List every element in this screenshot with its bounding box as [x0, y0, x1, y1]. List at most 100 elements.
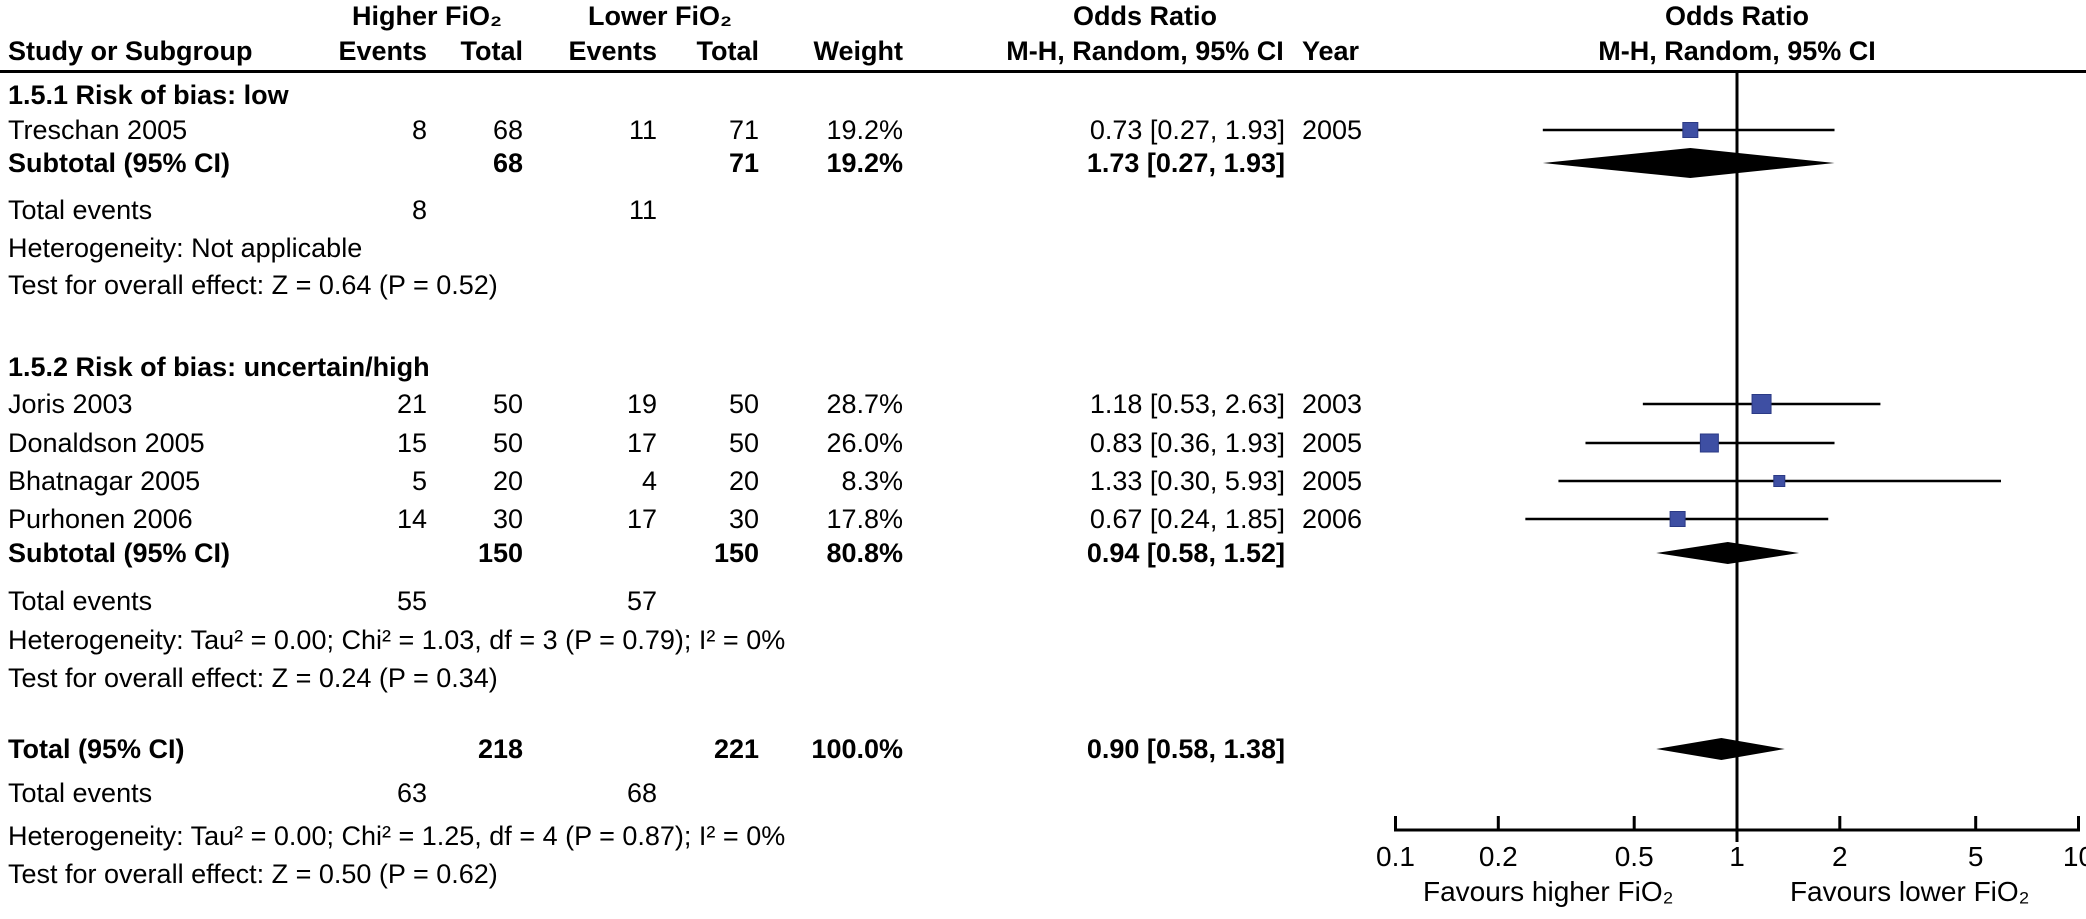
year-value: 2005: [1302, 466, 1363, 496]
total-events-row: Total events 63 68: [0, 774, 2086, 812]
events1-value: 8: [411, 115, 427, 145]
overall-effect-text: Test for overall effect: Z = 0.24 (P = 0…: [8, 663, 498, 693]
events2-value: 19: [626, 389, 657, 419]
events2-column-header: Events: [568, 36, 657, 66]
events1-value: 55: [396, 586, 427, 616]
year-value: 2005: [1302, 115, 1363, 145]
heterogeneity-text: Heterogeneity: Tau² = 0.00; Chi² = 1.03,…: [8, 625, 786, 655]
events1-value: 5: [411, 466, 427, 496]
total2-value: 50: [728, 428, 759, 458]
events2-value: 17: [626, 504, 657, 534]
total1-value: 50: [492, 428, 523, 458]
total-events-row: Total events 55 57: [0, 582, 2086, 620]
events1-value: 14: [396, 504, 427, 534]
subtotal-row: Subtotal (95% CI) 150 150 80.8% 0.94 [0.…: [0, 534, 2086, 572]
ci-value: 0.94 [0.58, 1.52]: [1086, 538, 1285, 568]
study-row-bhatnagar: Bhatnagar 2005 5 20 4 20 8.3% 1.33 [0.30…: [0, 462, 2086, 500]
weight-value: 19.2%: [826, 115, 903, 145]
total2-value: 221: [713, 734, 759, 764]
weight-value: 8.3%: [841, 466, 903, 496]
study-label: Purhonen 2006: [8, 504, 193, 534]
events1-column-header: Events: [338, 36, 427, 66]
total1-value: 20: [492, 466, 523, 496]
total1-value: 68: [492, 148, 523, 178]
total1-value: 150: [477, 538, 523, 568]
subtotal-row: Subtotal (95% CI) 68 71 19.2% 1.73 [0.27…: [0, 144, 2086, 182]
overall-effect-row: Test for overall effect: Z = 0.50 (P = 0…: [0, 855, 2086, 893]
year-value: 2006: [1302, 504, 1363, 534]
study-label: Joris 2003: [8, 389, 133, 419]
study-row-joris: Joris 2003 21 50 19 50 28.7% 1.18 [0.53,…: [0, 385, 2086, 423]
events2-value: 57: [626, 586, 657, 616]
total1-value: 68: [492, 115, 523, 145]
section-header-row: 1.5.2 Risk of bias: uncertain/high: [0, 348, 2086, 386]
ci-value: 1.33 [0.30, 5.93]: [1089, 466, 1285, 496]
heterogeneity-row: Heterogeneity: Not applicable: [0, 229, 2086, 267]
total2-value: 71: [728, 148, 759, 178]
total1-value: 218: [477, 734, 523, 764]
header-columns-row: Study or Subgroup Events Total Events To…: [0, 32, 2086, 70]
weight-value: 80.8%: [826, 538, 903, 568]
weight-value: 19.2%: [826, 148, 903, 178]
study-label: Donaldson 2005: [8, 428, 205, 458]
study-row-donaldson: Donaldson 2005 15 50 17 50 26.0% 0.83 [0…: [0, 424, 2086, 462]
events2-value: 17: [626, 428, 657, 458]
subtotal-label: Subtotal (95% CI): [8, 538, 231, 568]
weight-column-header: Weight: [813, 36, 904, 66]
study-label: Treschan 2005: [8, 115, 188, 145]
total-events-label: Total events: [8, 778, 153, 808]
events1-value: 8: [411, 195, 427, 225]
events1-value: 63: [396, 778, 427, 808]
ci-value: 0.83 [0.36, 1.93]: [1089, 428, 1285, 458]
total2-value: 30: [728, 504, 759, 534]
total-events-label: Total events: [8, 195, 153, 225]
year-column-header: Year: [1302, 36, 1360, 66]
ci-value: 0.90 [0.58, 1.38]: [1086, 734, 1285, 764]
weight-value: 26.0%: [826, 428, 903, 458]
events1-value: 15: [396, 428, 427, 458]
total1-value: 50: [492, 389, 523, 419]
study-label: Bhatnagar 2005: [8, 466, 201, 496]
total1-column-header: Total: [460, 36, 524, 66]
ci-value: 1.18 [0.53, 2.63]: [1089, 389, 1285, 419]
overall-effect-text: Test for overall effect: Z = 0.64 (P = 0…: [8, 270, 498, 300]
section-title: 1.5.1 Risk of bias: low: [8, 80, 289, 110]
total1-value: 30: [492, 504, 523, 534]
events2-value: 4: [641, 466, 657, 496]
events2-value: 11: [628, 115, 657, 145]
grand-total-label: Total (95% CI): [8, 734, 185, 764]
section-title: 1.5.2 Risk of bias: uncertain/high: [8, 352, 430, 382]
header-groups-row: Higher FiO₂ Lower FiO₂ Odds Ratio Odds R…: [0, 0, 2086, 35]
header-divider-line: [0, 70, 2086, 73]
ci-value: 0.67 [0.24, 1.85]: [1089, 504, 1285, 534]
weight-value: 28.7%: [826, 389, 903, 419]
heterogeneity-text: Heterogeneity: Not applicable: [8, 233, 363, 263]
odds-ratio-right-header: Odds Ratio: [1664, 1, 1809, 31]
odds-ratio-left-header: Odds Ratio: [1072, 1, 1217, 31]
mh-ci-right-column-header: M-H, Random, 95% CI: [1598, 36, 1876, 66]
lower-fio2-group-header: Lower FiO₂: [587, 1, 732, 31]
overall-effect-row: Test for overall effect: Z = 0.24 (P = 0…: [0, 659, 2086, 697]
ci-value: 1.73 [0.27, 1.93]: [1086, 148, 1285, 178]
weight-value: 100.0%: [811, 734, 903, 764]
events2-value: 11: [628, 195, 657, 225]
year-value: 2003: [1302, 389, 1363, 419]
study-row-treschan: Treschan 2005 8 68 11 71 19.2% 0.73 [0.2…: [0, 111, 2086, 149]
ci-value: 0.73 [0.27, 1.93]: [1089, 115, 1285, 145]
overall-effect-row: Test for overall effect: Z = 0.64 (P = 0…: [0, 266, 2086, 304]
total2-value: 20: [728, 466, 759, 496]
heterogeneity-row: Heterogeneity: Tau² = 0.00; Chi² = 1.25,…: [0, 817, 2086, 855]
subtotal-label: Subtotal (95% CI): [8, 148, 231, 178]
total-events-row: Total events 8 11: [0, 191, 2086, 229]
total2-value: 150: [713, 538, 759, 568]
total-events-label: Total events: [8, 586, 153, 616]
grand-total-row: Total (95% CI) 218 221 100.0% 0.90 [0.58…: [0, 730, 2086, 768]
study-column-header: Study or Subgroup: [8, 36, 253, 66]
study-row-purhonen: Purhonen 2006 14 30 17 30 17.8% 0.67 [0.…: [0, 500, 2086, 538]
weight-value: 17.8%: [826, 504, 903, 534]
mh-ci-left-column-header: M-H, Random, 95% CI: [1006, 36, 1284, 66]
overall-effect-text: Test for overall effect: Z = 0.50 (P = 0…: [8, 859, 498, 889]
section-header-row: 1.5.1 Risk of bias: low: [0, 76, 2086, 114]
higher-fio2-group-header: Higher FiO₂: [351, 1, 502, 31]
